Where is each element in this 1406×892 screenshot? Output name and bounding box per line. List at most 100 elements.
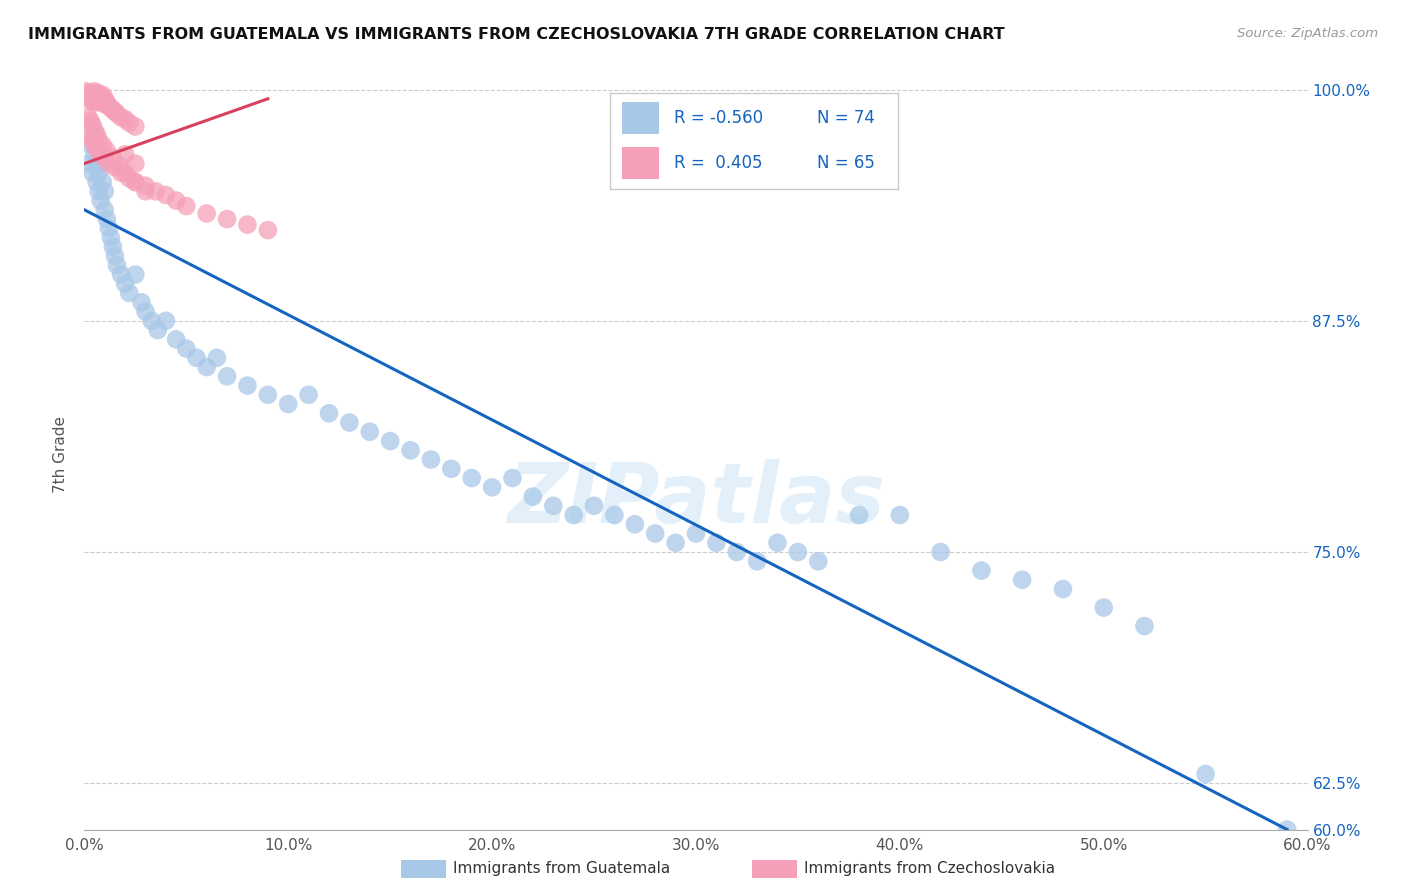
Point <box>174 199 197 213</box>
Point <box>105 258 128 272</box>
Point <box>522 490 544 504</box>
Point <box>1277 822 1299 837</box>
Point <box>603 508 626 522</box>
Point <box>93 184 115 198</box>
Point <box>93 151 115 165</box>
Point <box>104 249 127 263</box>
Point <box>110 166 132 180</box>
Point <box>236 218 259 232</box>
Point <box>929 545 952 559</box>
Point <box>145 184 167 198</box>
Point <box>91 94 114 108</box>
Point <box>79 128 101 143</box>
Point <box>83 138 105 153</box>
Point <box>100 230 122 244</box>
Point <box>104 160 127 174</box>
Point <box>502 471 524 485</box>
Point <box>399 443 422 458</box>
Point <box>440 462 463 476</box>
Point <box>155 314 177 328</box>
Point <box>787 545 810 559</box>
Point <box>97 221 120 235</box>
Point <box>318 406 340 420</box>
Point <box>1011 573 1033 587</box>
Point <box>124 268 146 282</box>
Point <box>82 92 104 106</box>
Point <box>114 147 136 161</box>
Point <box>165 194 187 208</box>
Point <box>87 132 110 146</box>
Point <box>77 110 100 124</box>
Point <box>135 304 157 318</box>
Point <box>118 286 141 301</box>
Point <box>77 87 100 101</box>
Point <box>96 95 118 110</box>
Point <box>90 156 112 170</box>
Text: ZIPatlas: ZIPatlas <box>508 459 884 541</box>
Point <box>93 202 115 217</box>
Point <box>79 88 101 103</box>
Point <box>195 359 218 374</box>
Point <box>146 323 169 337</box>
Point <box>82 118 104 132</box>
Point <box>124 175 146 189</box>
Point <box>118 171 141 186</box>
Point <box>339 416 361 430</box>
Point <box>87 92 110 106</box>
Point <box>706 536 728 550</box>
Point <box>131 295 153 310</box>
Point <box>236 378 259 392</box>
Point <box>86 156 108 170</box>
Text: IMMIGRANTS FROM GUATEMALA VS IMMIGRANTS FROM CZECHOSLOVAKIA 7TH GRADE CORRELATIO: IMMIGRANTS FROM GUATEMALA VS IMMIGRANTS … <box>28 27 1005 42</box>
Text: Immigrants from Guatemala: Immigrants from Guatemala <box>453 862 671 876</box>
Point <box>114 166 136 180</box>
Point <box>90 90 112 104</box>
Point <box>583 499 606 513</box>
Point <box>90 147 112 161</box>
Point <box>124 156 146 170</box>
Point <box>108 158 131 172</box>
Point <box>257 223 280 237</box>
Point <box>82 87 104 101</box>
Point <box>1195 767 1218 781</box>
Point <box>100 101 122 115</box>
Point <box>105 106 128 120</box>
Point <box>82 166 104 180</box>
Point <box>110 110 132 124</box>
Point <box>101 151 124 165</box>
Point <box>83 84 105 98</box>
Point <box>195 206 218 220</box>
Point <box>86 175 108 189</box>
Point <box>86 88 108 103</box>
Point <box>1133 619 1156 633</box>
Point <box>86 142 108 156</box>
Point <box>86 127 108 141</box>
Point <box>82 134 104 148</box>
Point <box>747 554 769 568</box>
Point <box>90 95 112 110</box>
Point <box>165 332 187 346</box>
Point <box>186 351 208 365</box>
Point <box>118 116 141 130</box>
Point <box>135 184 157 198</box>
Point <box>277 397 299 411</box>
Point <box>77 90 100 104</box>
Point <box>257 388 280 402</box>
Point <box>205 351 228 365</box>
Point <box>1092 600 1115 615</box>
Point <box>101 240 124 254</box>
Point <box>766 536 789 550</box>
Y-axis label: 7th Grade: 7th Grade <box>53 417 69 493</box>
Point <box>420 452 443 467</box>
Point <box>624 517 647 532</box>
Point <box>217 212 239 227</box>
Point <box>298 388 321 402</box>
Point <box>83 90 105 104</box>
Point <box>83 128 105 143</box>
Point <box>97 156 120 170</box>
Point <box>124 175 146 189</box>
Point <box>77 156 100 170</box>
Point <box>96 144 118 158</box>
Point <box>83 123 105 137</box>
Point <box>97 99 120 113</box>
